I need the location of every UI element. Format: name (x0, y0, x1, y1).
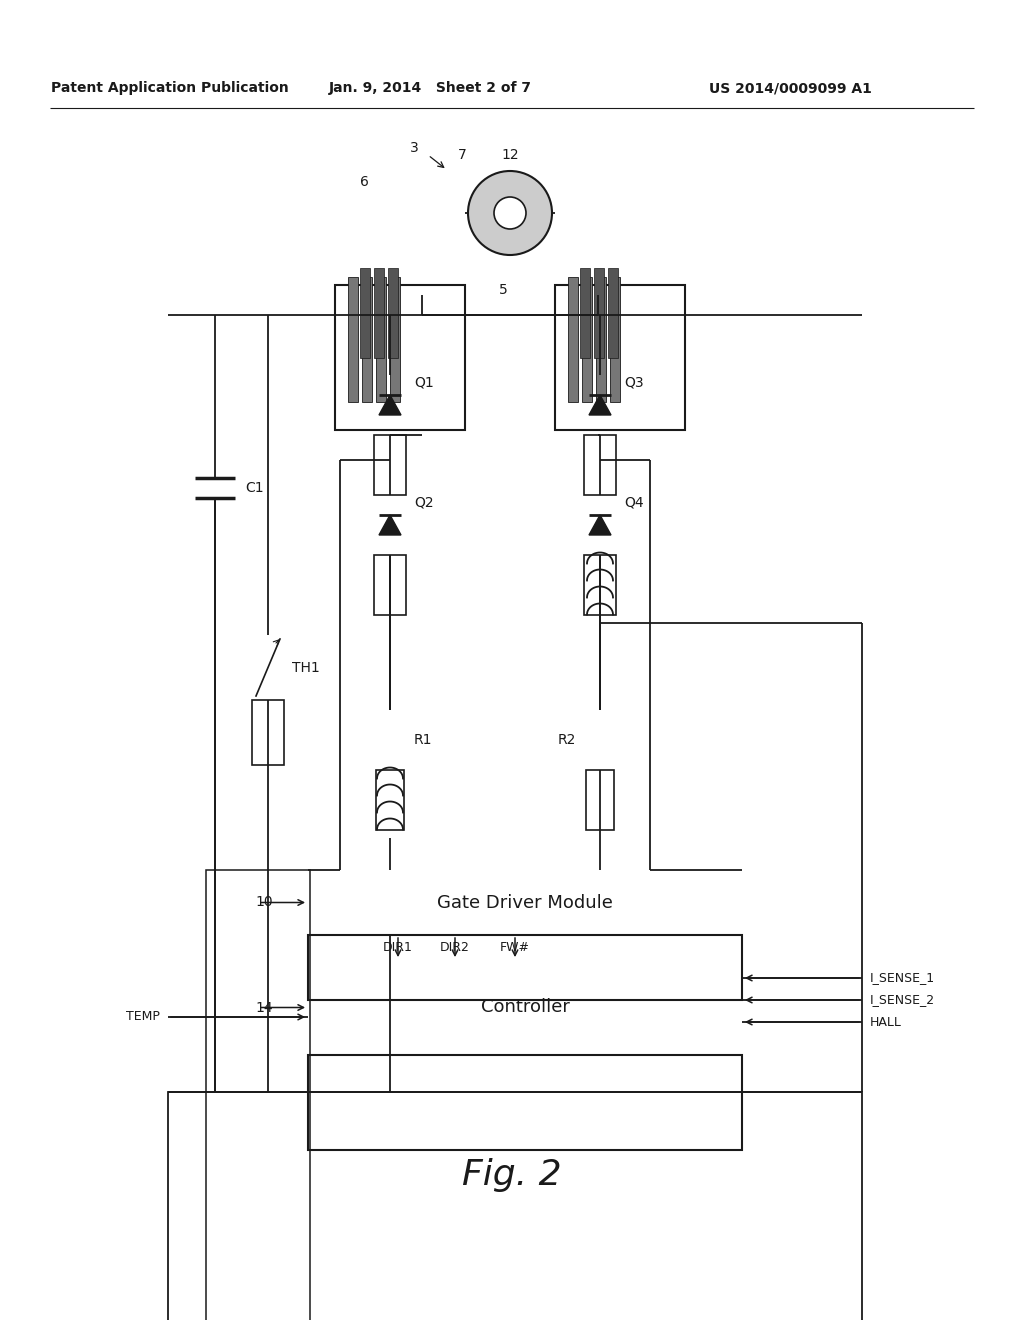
Polygon shape (589, 515, 611, 535)
Bar (582, 277, 592, 403)
Text: Patent Application Publication: Patent Application Publication (51, 81, 289, 95)
Bar (584, 554, 616, 615)
Text: 3: 3 (410, 141, 419, 154)
Bar (374, 436, 406, 495)
Text: Jan. 9, 2014   Sheet 2 of 7: Jan. 9, 2014 Sheet 2 of 7 (329, 81, 531, 95)
Bar (360, 268, 370, 358)
Text: I_SENSE_1: I_SENSE_1 (870, 972, 935, 985)
Text: C1: C1 (245, 480, 263, 495)
Text: R1: R1 (414, 733, 432, 747)
Bar (596, 277, 606, 403)
Circle shape (468, 172, 552, 255)
Bar (168, 1092, 862, 1320)
Text: Controller: Controller (480, 998, 569, 1016)
Text: TEMP: TEMP (126, 1011, 160, 1023)
Text: FW#: FW# (500, 941, 530, 954)
Bar (374, 554, 406, 615)
Bar (584, 436, 616, 495)
Bar (580, 268, 590, 358)
Text: DIR2: DIR2 (440, 941, 470, 954)
Bar (586, 770, 614, 830)
Bar (308, 935, 742, 1001)
Polygon shape (379, 395, 401, 414)
Text: HALL: HALL (870, 1015, 902, 1028)
Bar (252, 700, 284, 766)
Bar (390, 277, 400, 403)
Bar (608, 268, 618, 358)
Text: 14: 14 (255, 1001, 273, 1015)
Bar (610, 277, 620, 403)
Text: Q2: Q2 (414, 496, 433, 510)
Text: Fig. 2: Fig. 2 (462, 1158, 562, 1192)
Bar (594, 268, 604, 358)
Bar (362, 277, 372, 403)
Circle shape (494, 197, 526, 228)
Text: R2: R2 (558, 733, 575, 747)
Text: 10: 10 (255, 895, 273, 909)
Text: DIR1: DIR1 (383, 941, 413, 954)
Bar (388, 268, 398, 358)
Text: Q4: Q4 (624, 496, 644, 510)
Bar (348, 277, 358, 403)
Text: I_SENSE_2: I_SENSE_2 (870, 994, 935, 1006)
Polygon shape (379, 515, 401, 535)
Bar (374, 268, 384, 358)
Text: 5: 5 (499, 282, 507, 297)
Bar (376, 277, 386, 403)
Polygon shape (589, 395, 611, 414)
Text: Q1: Q1 (414, 376, 434, 389)
Bar (335, 285, 465, 430)
Text: Gate Driver Module: Gate Driver Module (437, 894, 613, 912)
Bar (206, 870, 310, 1320)
Bar (308, 1055, 742, 1150)
Text: Q3: Q3 (624, 376, 644, 389)
Text: 6: 6 (359, 176, 369, 189)
Text: US 2014/0009099 A1: US 2014/0009099 A1 (709, 81, 871, 95)
Bar (376, 770, 404, 830)
Bar (555, 285, 685, 430)
Text: 7: 7 (458, 148, 466, 162)
Bar (568, 277, 578, 403)
Text: 12: 12 (501, 148, 519, 162)
Text: TH1: TH1 (292, 660, 319, 675)
